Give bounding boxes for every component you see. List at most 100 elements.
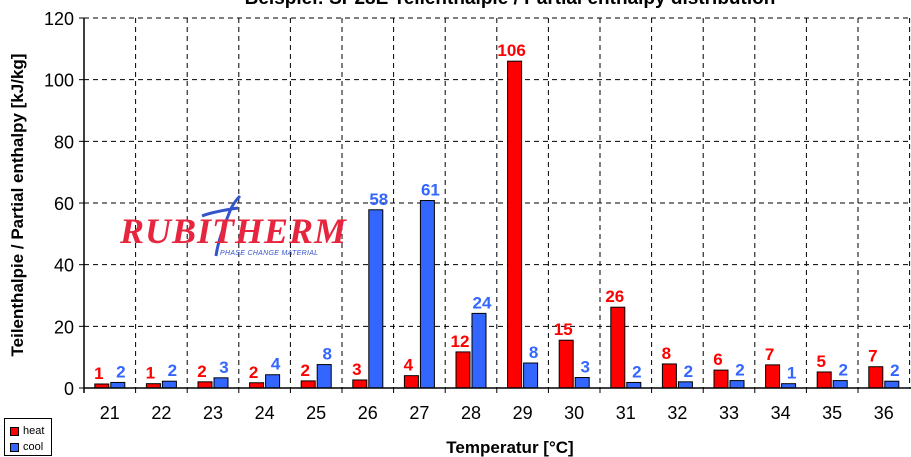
logo-wordmark: RUBITHERM	[120, 211, 348, 251]
y-tick-label: 100	[44, 71, 74, 91]
bar-heat-36	[868, 366, 884, 389]
x-tick-label: 35	[822, 403, 842, 423]
bar-heat-29	[507, 60, 523, 389]
logo-flame-icon	[201, 194, 242, 257]
legend: heat cool	[4, 418, 52, 456]
x-tick-label: 36	[874, 403, 894, 423]
y-tick-label: 80	[54, 132, 74, 152]
bar-heat-25	[300, 380, 316, 389]
grid-layer	[84, 17, 911, 388]
data-label-cool-23: 3	[219, 358, 228, 377]
data-label-heat-21: 1	[94, 364, 103, 383]
legend-swatch-cool	[10, 442, 19, 452]
bar-cool-28	[471, 312, 487, 389]
logo-tagline: PHASE CHANGE MATERIAL	[220, 250, 319, 257]
bar-heat-28	[455, 351, 471, 389]
x-tick-label: 29	[513, 403, 533, 423]
bar-heat-26	[352, 379, 368, 389]
bar-cool-23	[213, 377, 229, 389]
bar-cool-25	[316, 364, 332, 389]
bar-cool-35	[832, 380, 848, 389]
x-tick-label: 25	[306, 403, 326, 423]
data-label-cool-27: 61	[421, 181, 440, 200]
legend-item-heat: heat	[10, 423, 51, 439]
bar-cool-24	[265, 374, 281, 389]
data-label-cool-31: 2	[632, 362, 641, 381]
bar-heat-34	[765, 364, 781, 389]
legend-label-heat: heat	[23, 425, 45, 437]
x-tick-label: 27	[409, 403, 429, 423]
data-label-heat-35: 5	[816, 352, 825, 371]
y-tick-label: 20	[54, 317, 74, 337]
bar-heat-32	[661, 363, 677, 389]
legend-item-cool: cool	[10, 439, 51, 455]
data-label-cool-25: 8	[322, 345, 331, 364]
bar-heat-24	[249, 382, 265, 389]
x-tick-label: 33	[719, 403, 739, 423]
bar-cool-22	[161, 380, 177, 389]
data-label-heat-31: 26	[605, 287, 624, 306]
bar-cool-36	[884, 380, 900, 389]
data-label-cool-30: 3	[580, 358, 589, 377]
data-label-cool-21: 2	[116, 362, 125, 381]
x-tick-label: 26	[358, 403, 378, 423]
chart-title: Beispiel: SP28E Teilenthalpie / Partial …	[245, 0, 776, 9]
bar-cool-33	[729, 380, 745, 389]
bar-cool-27	[419, 200, 435, 389]
data-label-heat-27: 4	[404, 356, 414, 375]
bar-heat-30	[558, 339, 574, 389]
y-tick-label: 40	[54, 256, 74, 276]
bar-heat-27	[403, 375, 419, 389]
x-axis-label: Temperatur [°C]	[446, 438, 573, 457]
data-label-heat-25: 2	[300, 361, 309, 380]
data-label-cool-22: 2	[168, 361, 177, 380]
x-tick-label: 28	[461, 403, 481, 423]
data-label-heat-36: 7	[868, 347, 877, 366]
data-label-cool-26: 58	[369, 190, 388, 209]
x-tick-label: 31	[616, 403, 636, 423]
bar-cool-32	[677, 381, 693, 389]
bar-cool-21	[110, 381, 126, 389]
y-tick-label: 0	[64, 379, 74, 399]
y-tick-label: 60	[54, 194, 74, 214]
data-label-cool-32: 2	[684, 362, 693, 381]
data-label-cool-35: 2	[838, 361, 847, 380]
bar-heat-31	[610, 306, 626, 389]
data-label-cool-28: 24	[473, 293, 492, 312]
data-label-heat-29: 106	[497, 41, 525, 60]
data-label-cool-36: 2	[890, 361, 899, 380]
data-label-cool-24: 4	[271, 355, 281, 374]
data-label-heat-32: 8	[662, 344, 671, 363]
x-tick-label: 30	[564, 403, 584, 423]
x-tick-label: 22	[151, 403, 171, 423]
bar-cool-26	[368, 209, 384, 389]
data-label-heat-24: 2	[249, 363, 258, 382]
bar-heat-23	[197, 381, 213, 389]
x-tick-label: 24	[255, 403, 275, 423]
x-tick-label: 21	[100, 403, 120, 423]
data-label-cool-29: 8	[529, 343, 538, 362]
bar-heat-35	[816, 371, 832, 389]
legend-swatch-heat	[10, 426, 19, 436]
rubitherm-logo: RUBITHERM PHASE CHANGE MATERIAL	[120, 186, 350, 266]
bar-cool-30	[574, 377, 590, 389]
x-tick-label: 32	[667, 403, 687, 423]
data-label-heat-33: 6	[713, 350, 722, 369]
y-axis-label: Teilenthalpie / Partial enthalpy [kJ/kg]	[8, 54, 27, 357]
bar-cool-29	[523, 362, 539, 389]
data-label-heat-30: 15	[554, 320, 573, 339]
bar-cool-31	[626, 381, 642, 389]
x-tick-label: 23	[203, 403, 223, 423]
data-label-cool-33: 2	[735, 361, 744, 380]
x-tick-label: 34	[771, 403, 791, 423]
data-label-heat-26: 3	[352, 360, 361, 379]
bar-heat-33	[713, 369, 729, 389]
data-label-heat-28: 12	[451, 332, 470, 351]
legend-label-cool: cool	[23, 441, 44, 453]
data-label-cool-34: 1	[787, 364, 796, 383]
data-label-heat-23: 2	[197, 362, 206, 381]
